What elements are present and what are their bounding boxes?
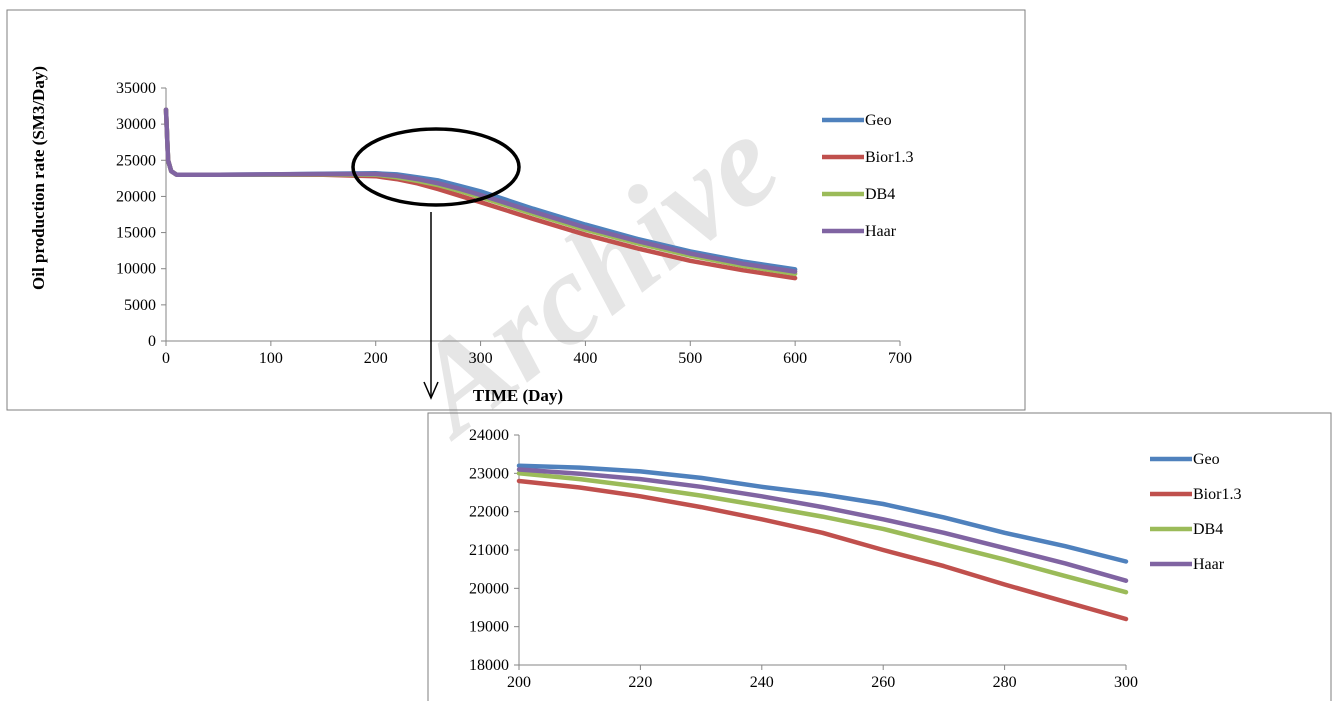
- main-x-tick-label: 600: [783, 350, 807, 367]
- zoom-arrow-head: [423, 381, 439, 400]
- zoom-x-tick-label: 200: [507, 674, 531, 691]
- main-y-tick-label: 20000: [116, 188, 156, 205]
- zoom-y-tick-label: 22000: [469, 504, 509, 521]
- main-legend-label-haar: Haar: [865, 223, 897, 240]
- zoom-series-line-geo: [516, 463, 1129, 564]
- main-y-axis-title: Oil production rate (SM3/Day): [29, 66, 48, 290]
- main-y-tick-label: 25000: [116, 152, 156, 169]
- main-y-tick-label: 5000: [124, 297, 156, 314]
- main-y-tick-label: 30000: [116, 116, 156, 133]
- zoom-chart: 18000 19000 20000 21000 22000 23000 24000 200 22…: [469, 427, 1241, 691]
- main-x-tick-label: 700: [888, 350, 912, 367]
- main-x-tick-label: 500: [678, 350, 702, 367]
- zoom-y-tick-label: 21000: [469, 542, 509, 559]
- main-chart: 0 5000 10000 15000 20000 25000 30000 35000 0 100 2…: [116, 80, 913, 367]
- zoom-legend-label-db4: DB4: [1193, 521, 1223, 538]
- main-y-tick-label: 35000: [116, 80, 156, 97]
- zoom-y-tick-label: 23000: [469, 465, 509, 482]
- zoom-x-tick-label: 240: [750, 674, 774, 691]
- zoom-x-tick-label: 260: [871, 674, 895, 691]
- zoom-y-tick-label: 20000: [469, 580, 509, 597]
- zoom-y-tick-label: 18000: [469, 657, 509, 674]
- zoom-legend-label-haar: Haar: [1193, 556, 1225, 573]
- main-y-tick-label: 15000: [116, 225, 156, 242]
- main-legend-label-db4: DB4: [865, 186, 895, 203]
- main-y-tick-label: 0: [148, 333, 156, 350]
- zoom-y-tick-label: 19000: [469, 619, 509, 636]
- zoom-x-tick-label: 220: [628, 674, 652, 691]
- main-x-tick-label: 100: [259, 350, 283, 367]
- main-series-line-haar: [163, 107, 798, 274]
- zoom-x-tick-label: 280: [993, 674, 1017, 691]
- main-x-tick-label: 300: [469, 350, 493, 367]
- zoom-y-tick-label: 24000: [469, 427, 509, 444]
- main-y-tick-label: 10000: [116, 261, 156, 278]
- zoom-chart-frame: [427, 412, 1332, 701]
- main-legend-label-geo: Geo: [865, 112, 892, 129]
- main-legend-label-bior1-3: Bior1.3: [865, 149, 913, 166]
- main-x-tick-label: 0: [162, 350, 170, 367]
- zoom-highlight-ellipse: [351, 127, 521, 207]
- main-x-tick-label: 200: [364, 350, 388, 367]
- main-chart-frame: [6, 9, 1026, 411]
- zoom-legend-label-geo: Geo: [1193, 451, 1220, 468]
- main-x-axis-title: TIME (Day): [473, 386, 563, 405]
- zoom-series-line-db4: [516, 471, 1129, 595]
- watermark-text: Archive: [380, 89, 804, 465]
- main-x-tick-label: 400: [573, 350, 597, 367]
- zoom-series-line-haar: [516, 467, 1129, 583]
- zoom-x-tick-label: 300: [1114, 674, 1138, 691]
- zoom-legend-label-bior1-3: Bior1.3: [1193, 486, 1241, 503]
- zoom-series-line-bior1-3: [516, 478, 1129, 622]
